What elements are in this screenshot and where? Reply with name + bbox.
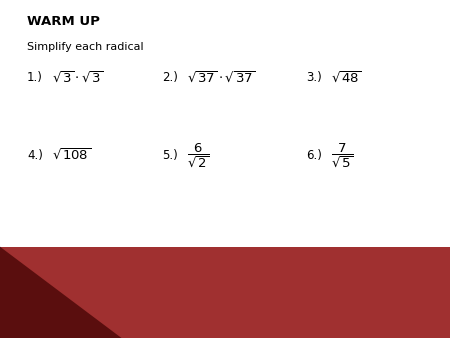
Text: $\dfrac{6}{\sqrt{2}}$: $\dfrac{6}{\sqrt{2}}$ [187,141,209,170]
Text: 2.): 2.) [162,71,178,84]
Bar [0,247,450,338]
Text: 4.): 4.) [27,149,43,162]
Text: $\dfrac{7}{\sqrt{5}}$: $\dfrac{7}{\sqrt{5}}$ [331,141,353,170]
Text: $\sqrt{3} \cdot \sqrt{3}$: $\sqrt{3} \cdot \sqrt{3}$ [52,70,104,85]
Text: $\sqrt{37} \cdot \sqrt{37}$: $\sqrt{37} \cdot \sqrt{37}$ [187,70,255,85]
Polygon shape [0,247,81,338]
Polygon shape [0,247,122,338]
Text: $\sqrt{48}$: $\sqrt{48}$ [331,70,361,85]
Text: 1.): 1.) [27,71,43,84]
Text: WARM UP: WARM UP [27,15,100,28]
Text: 5.): 5.) [162,149,178,162]
Text: $\sqrt{108}$: $\sqrt{108}$ [52,148,91,163]
Text: Simplify each radical: Simplify each radical [27,42,144,52]
Text: 3.): 3.) [306,71,322,84]
Text: 6.): 6.) [306,149,322,162]
